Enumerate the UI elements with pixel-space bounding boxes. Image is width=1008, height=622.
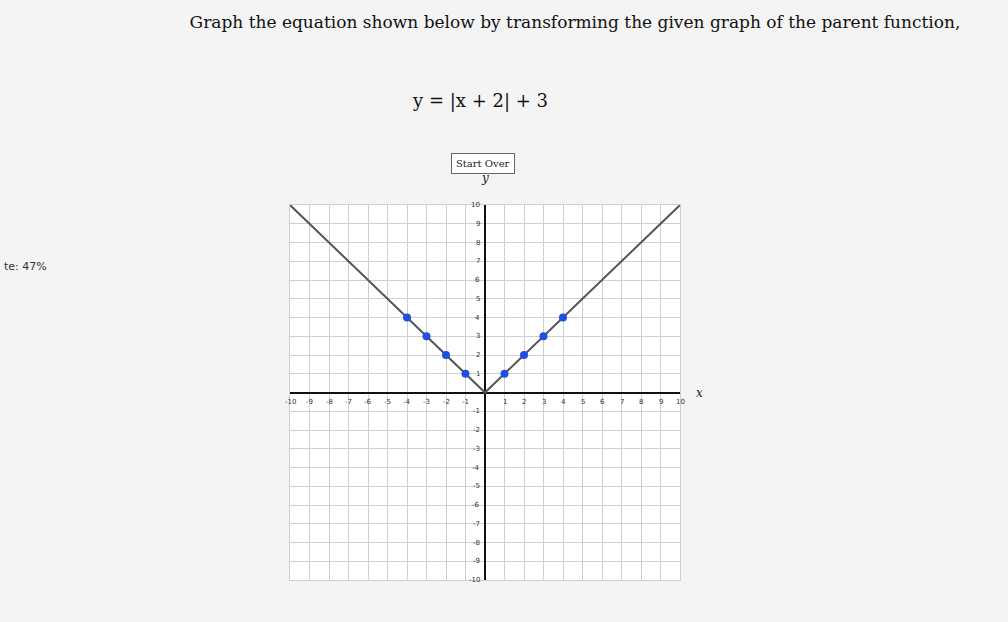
svg-text:6: 6 <box>600 398 605 406</box>
svg-text:-4: -4 <box>472 464 480 472</box>
svg-text:10: 10 <box>471 201 480 209</box>
svg-text:-7: -7 <box>473 520 480 528</box>
svg-text:y = |x + 2| + 3: y = |x + 2| + 3 <box>412 90 548 112</box>
svg-text:y: y <box>481 171 489 185</box>
svg-text:Graph the equation shown below: Graph the equation shown below by transf… <box>190 12 961 32</box>
svg-text:5: 5 <box>476 295 480 303</box>
svg-text:-5: -5 <box>384 398 391 406</box>
svg-text:-9: -9 <box>473 557 480 565</box>
svg-text:-8: -8 <box>473 539 480 547</box>
svg-text:x: x <box>696 386 703 400</box>
svg-text:9: 9 <box>659 398 663 406</box>
svg-text:7: 7 <box>620 398 624 406</box>
svg-text:-1: -1 <box>473 407 480 415</box>
svg-text:-10: -10 <box>285 398 296 406</box>
svg-text:8: 8 <box>476 239 480 247</box>
svg-text:2: 2 <box>522 398 526 406</box>
svg-text:-1: -1 <box>462 398 469 406</box>
svg-text:-8: -8 <box>326 398 333 406</box>
svg-text:3: 3 <box>476 332 480 340</box>
svg-text:4: 4 <box>475 314 480 322</box>
svg-text:-3: -3 <box>473 445 480 453</box>
svg-text:-5: -5 <box>473 482 480 490</box>
svg-text:10: 10 <box>676 398 685 406</box>
svg-text:3: 3 <box>542 398 546 406</box>
svg-text:te: 47%: te: 47% <box>4 260 47 273</box>
svg-text:-7: -7 <box>345 398 352 406</box>
svg-text:9: 9 <box>476 220 480 228</box>
svg-text:8: 8 <box>639 398 643 406</box>
svg-text:4: 4 <box>561 398 566 406</box>
svg-text:-3: -3 <box>423 398 430 406</box>
svg-text:Start Over: Start Over <box>456 158 510 169</box>
svg-text:6: 6 <box>475 276 480 284</box>
svg-text:1: 1 <box>476 370 480 378</box>
svg-text:1: 1 <box>503 398 507 406</box>
svg-text:-4: -4 <box>403 398 411 406</box>
svg-text:-6: -6 <box>472 501 480 509</box>
svg-text:2: 2 <box>476 351 480 359</box>
svg-text:7: 7 <box>476 257 480 265</box>
svg-text:-6: -6 <box>364 398 372 406</box>
svg-text:5: 5 <box>581 398 585 406</box>
svg-text:-2: -2 <box>443 398 450 406</box>
svg-text:-2: -2 <box>473 426 480 434</box>
svg-text:-9: -9 <box>306 398 313 406</box>
svg-text:-10: -10 <box>469 576 480 584</box>
